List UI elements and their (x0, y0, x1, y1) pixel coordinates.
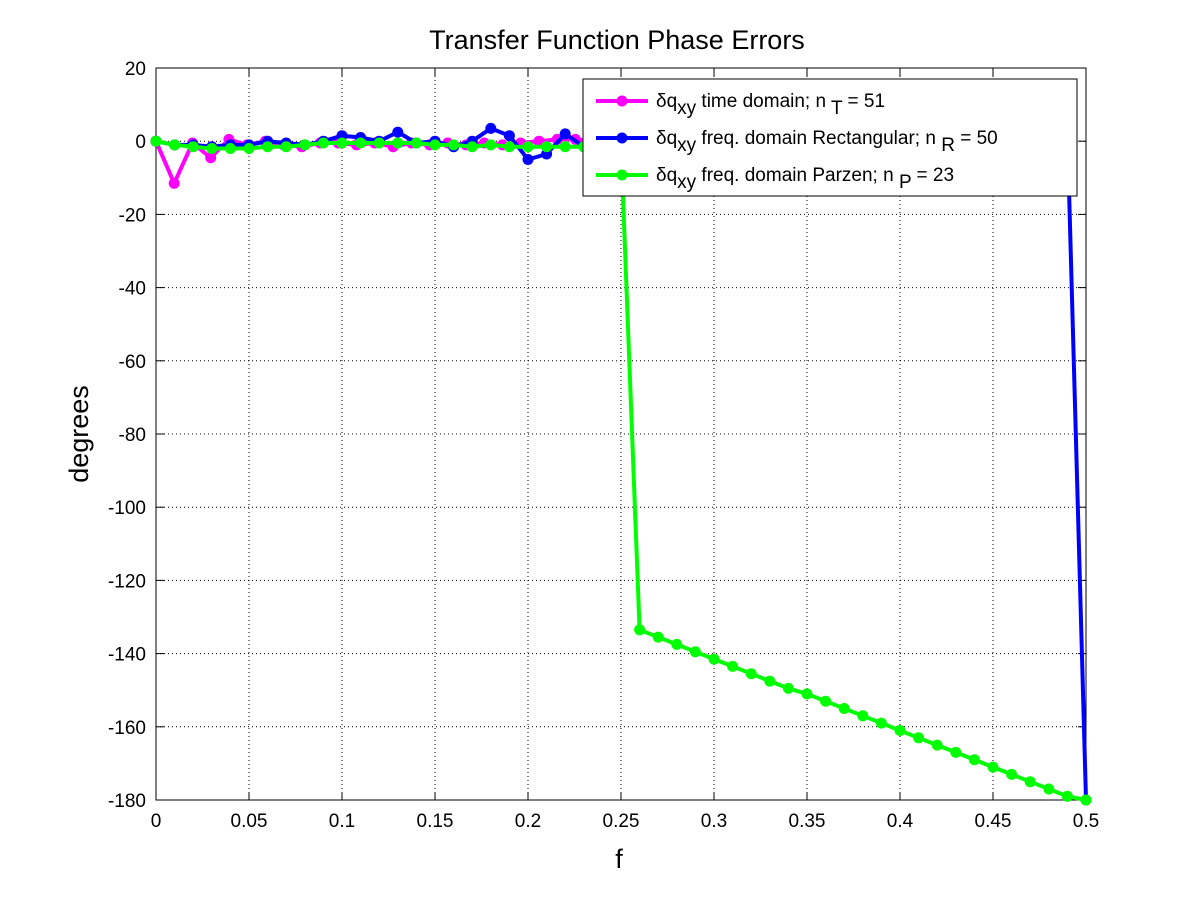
data-point (392, 126, 404, 138)
data-point (801, 688, 813, 700)
data-point (782, 682, 794, 694)
y-tick-label: -140 (108, 645, 146, 666)
data-point (764, 675, 776, 687)
legend-marker (616, 169, 628, 181)
data-point (745, 668, 757, 680)
data-point (968, 754, 980, 766)
x-tick-label: 0.25 (603, 811, 640, 832)
legend-entries: δqxy time domain; n T = 51 δqxy freq. dom… (596, 91, 998, 193)
data-point (689, 646, 701, 658)
legend-entry: δqxy freq. domain Parzen; n P = 23 (596, 165, 954, 193)
data-point (205, 152, 217, 164)
data-point (410, 137, 422, 149)
data-point (522, 154, 534, 165)
y-tick-label: -100 (108, 498, 146, 519)
y-axis-label: degrees (64, 385, 94, 483)
data-point (1080, 794, 1092, 806)
data-point (187, 141, 199, 153)
data-point (150, 135, 162, 147)
data-point (522, 141, 534, 153)
data-point (1006, 768, 1018, 780)
data-point (299, 139, 311, 151)
data-point (913, 732, 925, 744)
x-tick-label: 0.45 (975, 811, 1012, 832)
data-point (533, 135, 545, 147)
data-point (987, 761, 999, 773)
data-point (392, 137, 404, 149)
data-point (950, 746, 962, 758)
data-point (1024, 776, 1036, 788)
legend-label: δqxy time domain; n T = 51 (656, 91, 885, 119)
y-tick-label: -120 (108, 571, 146, 592)
x-axis-label: f (615, 844, 623, 874)
legend-entry: δqxy freq. domain Rectangular; n R = 50 (596, 128, 998, 156)
data-point (559, 128, 571, 140)
x-tick-label: 0.2 (515, 811, 541, 832)
legend-label: δqxy freq. domain Parzen; n P = 23 (656, 165, 954, 193)
y-tick-label: -40 (119, 279, 146, 300)
data-point (243, 143, 255, 154)
legend-marker (616, 95, 628, 107)
legend-entry: δqxy time domain; n T = 51 (596, 91, 885, 119)
x-tick-label: 0.5 (1073, 811, 1099, 832)
data-point (373, 137, 385, 149)
data-point (280, 141, 292, 153)
data-point (224, 143, 236, 154)
data-point (1043, 783, 1055, 795)
data-point (634, 624, 646, 636)
data-point (894, 725, 906, 736)
data-point (355, 137, 367, 149)
data-point (503, 141, 515, 153)
x-tick-label: 0.05 (231, 811, 268, 832)
x-tick-label: 0.1 (329, 811, 355, 832)
data-point (727, 660, 739, 672)
legend-label: δqxy freq. domain Rectangular; n R = 50 (656, 128, 998, 156)
x-tick-label: 0.4 (887, 811, 914, 832)
legend-box (582, 78, 1078, 197)
data-point (503, 130, 515, 142)
data-point (485, 122, 497, 134)
legend-marker (616, 132, 628, 144)
y-tick-label: -80 (119, 425, 146, 446)
data-point (206, 143, 218, 154)
data-point (857, 710, 869, 722)
data-point (168, 177, 180, 189)
data-point (652, 631, 664, 643)
x-tick-label: 0.35 (789, 811, 826, 832)
data-point (838, 703, 850, 714)
data-point (336, 137, 348, 149)
data-point (875, 717, 887, 729)
x-tick-label: 0.3 (701, 811, 727, 832)
data-point (559, 141, 571, 153)
y-tick-label: -180 (108, 791, 146, 812)
data-point (931, 739, 943, 751)
data-point (262, 141, 274, 153)
chart-title: Transfer Function Phase Errors (429, 25, 805, 55)
y-tick-label: 0 (135, 132, 146, 153)
x-tick-label: 0 (151, 811, 162, 832)
data-point (466, 141, 478, 153)
data-point (820, 695, 832, 707)
data-point (541, 141, 553, 153)
data-point (429, 139, 441, 151)
y-tick-label: -20 (119, 205, 146, 226)
x-tick-label: 0.15 (417, 811, 454, 832)
data-point (1061, 790, 1073, 802)
data-point (485, 139, 497, 151)
data-point (448, 139, 460, 151)
y-tick-label: -60 (119, 352, 146, 373)
data-point (671, 638, 683, 650)
data-point (317, 137, 329, 149)
y-tick-label: -160 (108, 718, 146, 739)
data-point (169, 139, 181, 151)
axis-ticks: 0 0.05 0.1 0.15 0.2 0.25 0.3 0.35 0.4 0.45 0.5200-… (108, 59, 1099, 832)
legend: δqxy time domain; n T = 51 δqxy freq. dom… (582, 78, 1078, 197)
y-tick-label: 20 (125, 59, 146, 80)
data-point (708, 653, 720, 665)
